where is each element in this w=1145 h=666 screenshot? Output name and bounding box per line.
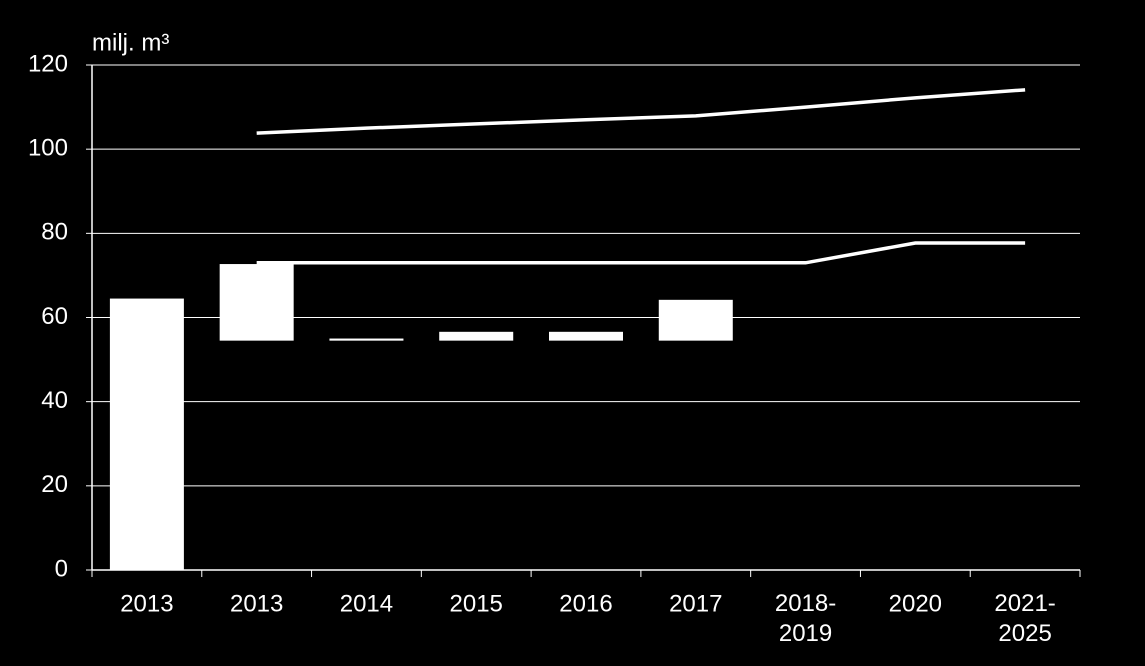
y-tick-label: 60 — [41, 303, 68, 330]
y-axis-label: milj. m³ — [92, 29, 169, 56]
bar — [658, 299, 733, 341]
y-tick-label: 100 — [28, 135, 68, 162]
y-tick-label: 120 — [28, 50, 68, 77]
line — [256, 88, 1026, 135]
x-tick-label: 2015 — [450, 590, 503, 617]
bar — [439, 331, 514, 341]
y-tick-label: 40 — [41, 387, 68, 414]
x-tick-label: 2013 — [230, 590, 283, 617]
x-tick-label: 2020 — [889, 590, 942, 617]
x-tick-label: 2017 — [669, 590, 722, 617]
line — [256, 241, 1026, 265]
y-tick-label: 20 — [41, 471, 68, 498]
x-tick-label: 2013 — [120, 590, 173, 617]
y-tick-label: 80 — [41, 219, 68, 246]
x-tick-label: 2016 — [559, 590, 612, 617]
x-tick-label: 2014 — [340, 590, 393, 617]
x-tick-label: 2018-2019 — [775, 590, 836, 647]
bar — [109, 298, 184, 570]
bar — [549, 331, 623, 341]
bar — [329, 338, 404, 341]
bar — [219, 264, 294, 341]
x-tick-label: 2021-2025 — [994, 590, 1055, 647]
y-tick-label: 0 — [55, 555, 68, 582]
